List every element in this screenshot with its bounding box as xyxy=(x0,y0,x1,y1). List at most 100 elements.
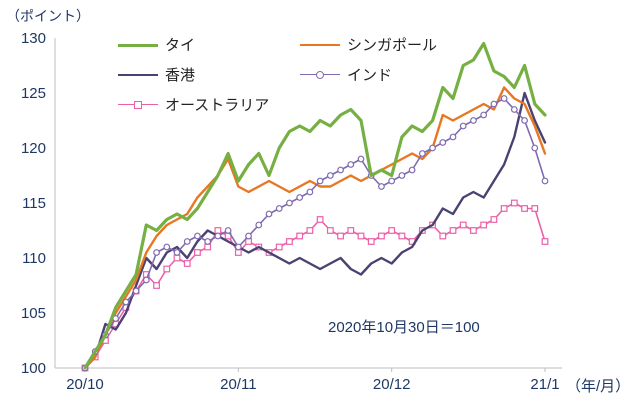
y-tick-label: 125 xyxy=(21,85,46,102)
series-marker-4 xyxy=(449,227,457,234)
series-marker-3 xyxy=(418,150,426,157)
series-marker-3 xyxy=(234,243,242,251)
series-marker-4 xyxy=(153,282,160,289)
series-marker-3 xyxy=(378,183,385,190)
series-marker-4 xyxy=(204,243,212,251)
series-marker-3 xyxy=(429,144,436,152)
legend-label-2: 香港 xyxy=(165,67,196,84)
series-marker-3 xyxy=(132,287,140,295)
legend-swatch-0 xyxy=(118,39,158,51)
legend-label-1: シンガポール xyxy=(347,37,438,54)
series-marker-3 xyxy=(183,238,191,245)
series-marker-4 xyxy=(194,249,201,256)
legend-item-4: オーストラリア xyxy=(118,94,296,115)
series-marker-3 xyxy=(245,232,252,240)
y-tick-label: 120 xyxy=(21,140,46,157)
series-marker-4 xyxy=(490,216,498,223)
series-marker-4 xyxy=(459,221,467,229)
x-tick-label: 21/1 xyxy=(530,376,559,393)
series-marker-3 xyxy=(388,177,396,185)
series-marker-4 xyxy=(234,249,242,256)
series-marker-3 xyxy=(480,111,488,119)
series-marker-4 xyxy=(163,265,171,273)
series-marker-3 xyxy=(326,172,334,179)
legend-swatch-1 xyxy=(300,39,340,51)
series-marker-3 xyxy=(214,232,222,240)
series-marker-3 xyxy=(490,100,498,108)
series-marker-4 xyxy=(541,238,549,245)
series-marker-4 xyxy=(286,238,293,245)
y-tick-label: 110 xyxy=(22,250,46,267)
series-marker-4 xyxy=(357,232,365,240)
legend-item-3: インド xyxy=(300,64,466,85)
series-marker-4 xyxy=(183,260,191,267)
series-marker-3 xyxy=(531,144,539,152)
series-marker-4 xyxy=(337,232,344,240)
series-marker-3 xyxy=(408,166,416,174)
series-marker-4 xyxy=(275,243,283,251)
series-marker-4 xyxy=(480,221,488,229)
series-marker-3 xyxy=(255,221,263,229)
series-marker-4 xyxy=(347,227,355,234)
series-marker-4 xyxy=(326,227,334,234)
series-marker-3 xyxy=(173,249,181,256)
legend-swatch-2 xyxy=(118,69,158,81)
series-line-1 xyxy=(83,86,547,370)
series-marker-3 xyxy=(459,122,467,130)
series-marker-4 xyxy=(367,238,375,245)
series-marker-4 xyxy=(521,205,528,212)
series-marker-3 xyxy=(439,139,447,146)
y-tick-label: 115 xyxy=(22,195,46,212)
series-line-2 xyxy=(83,91,547,370)
series-marker-3 xyxy=(204,238,212,245)
series-marker-3 xyxy=(163,243,171,251)
base-value-annotation: 2020年10月30日＝100 xyxy=(328,319,480,336)
legend-label-3: インド xyxy=(347,67,393,84)
series-marker-4 xyxy=(214,227,222,234)
series-marker-4 xyxy=(245,238,252,245)
series-line-3 xyxy=(84,97,546,369)
legend-marker-square-icon xyxy=(134,100,142,109)
series-marker-4 xyxy=(510,199,518,207)
series-marker-3 xyxy=(541,177,549,185)
series-marker-3 xyxy=(398,172,406,179)
x-tick-label: 20/11 xyxy=(220,376,256,393)
x-axis-unit-label: （年/月） xyxy=(566,378,631,395)
legend-item-0: タイ xyxy=(118,34,296,55)
series-marker-3 xyxy=(286,199,293,207)
series-marker-3 xyxy=(521,117,528,124)
series-marker-3 xyxy=(357,155,365,163)
series-marker-3 xyxy=(347,161,355,168)
y-tick-label: 130 xyxy=(21,30,46,47)
legend-marker-circle-icon xyxy=(316,70,324,79)
legend-label-4: オーストラリア xyxy=(165,97,270,114)
y-tick-label: 105 xyxy=(21,305,46,322)
series-line-4 xyxy=(84,202,546,369)
series-marker-3 xyxy=(510,106,518,113)
series-marker-3 xyxy=(296,194,304,201)
series-marker-4 xyxy=(378,232,385,240)
series-marker-4 xyxy=(173,254,181,262)
x-tick-label: 20/10 xyxy=(66,376,104,393)
series-marker-4 xyxy=(531,205,539,212)
series-marker-3 xyxy=(122,298,130,306)
series-marker-3 xyxy=(142,276,150,284)
chart-legend: タイ シンガポール香港 インドオーストラリア xyxy=(118,34,466,115)
legend-item-1: シンガポール xyxy=(300,34,466,55)
series-marker-4 xyxy=(439,232,447,240)
y-tick-label: 100 xyxy=(21,360,46,377)
series-marker-3 xyxy=(316,177,324,185)
series-marker-3 xyxy=(449,133,457,141)
series-marker-4 xyxy=(470,227,477,234)
series-marker-3 xyxy=(470,117,477,124)
series-marker-3 xyxy=(153,249,160,256)
series-marker-4 xyxy=(306,227,314,234)
y-axis-unit-label: （ポイント） xyxy=(6,8,90,24)
series-marker-3 xyxy=(500,95,508,102)
series-line-0 xyxy=(83,41,547,370)
series-marker-4 xyxy=(398,232,406,240)
x-tick-label: 20/12 xyxy=(373,376,411,393)
legend-swatch-3 xyxy=(300,69,340,81)
